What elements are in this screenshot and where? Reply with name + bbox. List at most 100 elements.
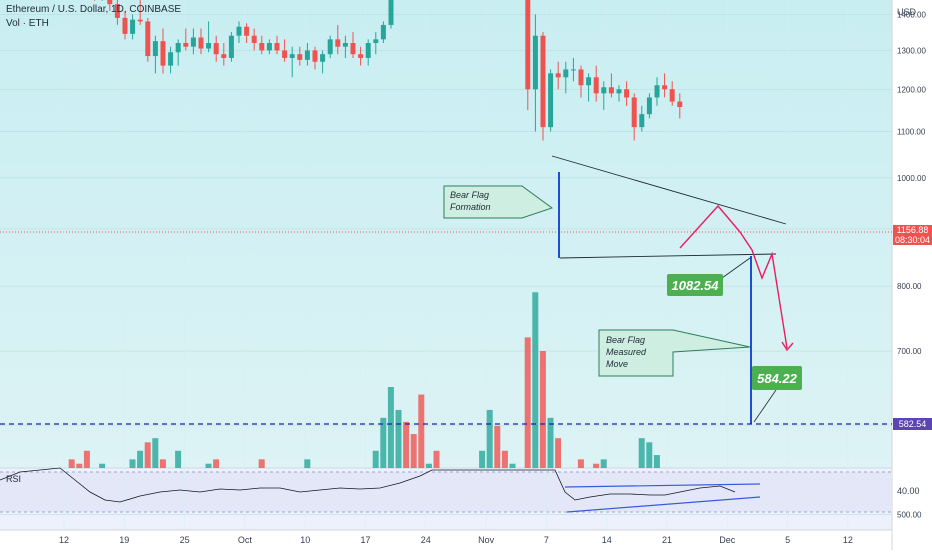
volume-bar <box>418 394 425 468</box>
measured-move-callout-text: Move <box>606 359 628 369</box>
price-tick-label: 700.00 <box>897 347 922 356</box>
candle-body <box>563 69 569 78</box>
candle-body <box>631 97 637 128</box>
candle-body <box>145 21 151 57</box>
time-tick-label: 12 <box>843 535 853 545</box>
candle-body <box>525 0 531 90</box>
projected-path-arrowhead <box>781 341 794 352</box>
candle-body <box>601 87 607 94</box>
candle-body <box>152 41 158 57</box>
time-tick-label: 24 <box>421 535 431 545</box>
measured-move-callout-text: Bear Flag <box>606 335 645 345</box>
volume-bar <box>410 434 417 468</box>
level-1-label: 1082.54 <box>672 278 720 293</box>
volume-bar <box>653 455 660 468</box>
volume-bar <box>501 450 508 468</box>
measured-move-callout-box <box>598 329 751 377</box>
candle-body <box>646 97 652 115</box>
candle-body <box>274 43 280 51</box>
candle-body <box>654 85 660 98</box>
candle-body <box>221 54 227 58</box>
candle-body <box>380 24 386 40</box>
time-tick-label: Oct <box>238 535 253 545</box>
symbol-title: Ethereum / U.S. Dollar, 1D, COINBASE <box>6 4 182 15</box>
volume-bar <box>646 442 653 468</box>
candle-body <box>593 77 599 94</box>
volume-bar <box>433 450 440 468</box>
time-tick-label: 21 <box>662 535 672 545</box>
candle-body <box>122 17 128 34</box>
volume-bar <box>479 450 486 468</box>
price-countdown: 08:30:04 <box>894 235 931 245</box>
candle-body <box>555 73 561 78</box>
candle-body <box>228 35 234 58</box>
volume-bar <box>129 459 136 468</box>
candle-body <box>548 73 554 128</box>
candle-body <box>213 43 219 55</box>
volume-bar <box>494 425 501 468</box>
flag-formation-callout-box <box>443 185 554 219</box>
volume-bar <box>144 442 151 468</box>
candle-body <box>160 41 166 66</box>
candle-body <box>297 54 303 60</box>
target-price-value: 582.54 <box>898 419 927 429</box>
price-tick-label: 500.00 <box>897 510 922 519</box>
candle-body <box>198 37 204 49</box>
volume-bar <box>547 417 554 468</box>
rsi-band <box>0 472 892 512</box>
candle-body <box>190 37 196 47</box>
volume-bar <box>403 421 410 468</box>
candle-body <box>540 35 546 128</box>
volume-bar <box>76 463 83 468</box>
volume-bar <box>380 417 387 468</box>
candle-body <box>373 39 379 44</box>
candle-body <box>669 89 675 102</box>
candle-body <box>388 0 394 25</box>
volume-bar <box>137 450 144 468</box>
candle-body <box>289 54 295 58</box>
projected-path <box>739 231 788 349</box>
volume-bar <box>509 463 516 468</box>
price-tick-label: 1200.00 <box>897 85 926 94</box>
level-1-label-box <box>667 274 723 296</box>
time-tick-label: Dec <box>719 535 736 545</box>
price-tick-label: 1400.00 <box>897 10 926 19</box>
target-price-badge: 582.54 <box>893 418 932 430</box>
candle-body <box>616 89 622 94</box>
candle-body <box>244 26 250 36</box>
rsi-level-label: 40.00 <box>897 486 920 496</box>
price-tick-label: 1000.00 <box>897 174 926 183</box>
rsi-line <box>0 467 736 503</box>
current-price-badge: 1156.88 08:30:04 <box>893 225 932 245</box>
level-2-pointer <box>753 389 777 423</box>
current-price-value: 1156.88 <box>896 225 929 235</box>
projected-path-pre <box>679 204 741 249</box>
candle-body <box>312 50 318 62</box>
price-tick-label: 800.00 <box>897 282 922 291</box>
price-axis-background <box>892 0 932 550</box>
time-tick-label: 5 <box>785 535 790 545</box>
level-1-pointer <box>721 257 751 279</box>
volume-bar <box>205 463 212 468</box>
volume-bar <box>258 459 265 468</box>
candle-body <box>107 0 113 5</box>
rsi-label: RSI <box>6 474 22 484</box>
candle-body <box>342 43 348 47</box>
candle-body <box>639 114 645 128</box>
candle-body <box>586 77 592 86</box>
candle-body <box>175 43 181 53</box>
volume-bar <box>577 459 584 468</box>
volume-bar <box>425 463 432 468</box>
candle-body <box>168 52 174 66</box>
time-tick-label: 12 <box>59 535 69 545</box>
candle-body <box>114 4 120 18</box>
volume-bar <box>395 409 402 468</box>
level-2-label-box <box>752 366 802 390</box>
volume-bar <box>555 438 562 468</box>
candle-body <box>266 43 272 51</box>
rsi-lower-trendline <box>566 496 761 513</box>
measured-move-callout-text: Measured <box>606 347 647 357</box>
price-tick-label: 1100.00 <box>897 128 926 137</box>
